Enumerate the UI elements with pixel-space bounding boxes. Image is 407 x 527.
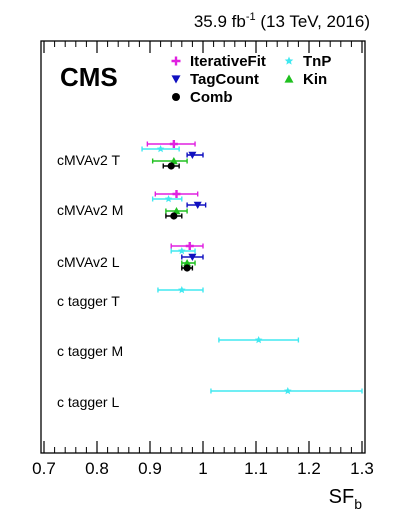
- plus-marker: [172, 190, 181, 198]
- data-points: [141, 140, 363, 395]
- category-label: c tagger L: [57, 394, 119, 410]
- legend-label: Comb: [190, 89, 233, 106]
- data-point-tnp: [210, 387, 363, 395]
- x-tick-label: 1.3: [350, 459, 374, 478]
- x-tick-label: 1.1: [244, 459, 268, 478]
- x-tick-label: 0.8: [85, 459, 109, 478]
- legend-entry: Kin: [284, 71, 327, 88]
- legend-label: Kin: [303, 71, 327, 88]
- legend-triangle-up-icon: [284, 74, 294, 83]
- legend-entry: TnP: [284, 53, 331, 70]
- lumi-value: 35.9 fb: [194, 12, 246, 31]
- category-label: cMVAv2 L: [57, 254, 120, 270]
- circle-marker: [170, 212, 178, 220]
- star-marker: [178, 247, 186, 255]
- category-label: cMVAv2 M: [57, 202, 123, 218]
- circle-marker: [167, 162, 175, 170]
- data-point-kin: [165, 207, 188, 215]
- data-point-tnp: [151, 195, 183, 203]
- triangle-up-marker: [172, 207, 181, 215]
- plus-marker: [185, 242, 194, 250]
- lumi-conditions: (13 TeV, 2016): [256, 12, 370, 31]
- data-point-tnp: [218, 336, 300, 344]
- star-marker: [284, 387, 292, 395]
- x-tick-label: 1: [198, 459, 207, 478]
- data-point-comb: [165, 212, 183, 220]
- triangle-up-marker: [169, 157, 178, 165]
- triangle-down-marker: [188, 253, 197, 261]
- data-point-iterativefit: [146, 140, 196, 148]
- x-axis-ticks: 0.7 0.8 0.9 1 1.1 1.2 1.3: [32, 41, 374, 478]
- circle-marker: [183, 264, 191, 272]
- x-tick-label: 1.2: [297, 459, 321, 478]
- legend-circle-icon: [172, 93, 180, 101]
- triangle-up-marker: [183, 259, 192, 267]
- x-tick-label: 0.9: [138, 459, 162, 478]
- legend-star-icon: [284, 56, 294, 65]
- data-point-tnp: [170, 247, 196, 255]
- data-point-comb: [181, 264, 194, 272]
- legend-plus-icon: [171, 56, 181, 66]
- data-point-tnp: [141, 145, 180, 153]
- cms-logo-text: CMS: [60, 62, 118, 92]
- x-axis-title-sub: b: [354, 496, 362, 512]
- data-point-iterativefit: [170, 242, 204, 250]
- data-point-tagcount: [186, 151, 204, 159]
- legend-triangle-down-icon: [171, 75, 181, 84]
- star-marker: [178, 286, 186, 294]
- data-point-kin: [151, 157, 188, 165]
- x-tick-label: 0.7: [32, 459, 56, 478]
- lumi-exponent: -1: [246, 11, 256, 23]
- legend: IterativeFit TnP TagCount Kin Comb: [171, 53, 331, 106]
- data-point-kin: [181, 259, 196, 267]
- data-point-tnp: [157, 286, 204, 294]
- star-marker: [164, 195, 173, 203]
- legend-entry: Comb: [172, 89, 233, 106]
- star-marker: [254, 336, 263, 344]
- x-axis-title-main: SF: [329, 486, 355, 508]
- plus-marker: [169, 140, 178, 148]
- legend-entry: TagCount: [171, 71, 259, 88]
- data-point-comb: [162, 162, 180, 170]
- data-point-tagcount: [186, 201, 207, 209]
- category-label: c tagger T: [57, 293, 120, 309]
- star-marker: [156, 145, 165, 153]
- legend-label: TnP: [303, 53, 331, 70]
- legend-entry: IterativeFit: [171, 53, 266, 70]
- category-label: c tagger M: [57, 343, 123, 359]
- category-label: cMVAv2 T: [57, 152, 120, 168]
- data-point-iterativefit: [154, 190, 199, 198]
- lumi-label: 35.9 fb-1 (13 TeV, 2016): [194, 11, 370, 31]
- legend-label: TagCount: [190, 71, 259, 88]
- triangle-down-marker: [188, 151, 197, 159]
- triangle-down-marker: [193, 201, 202, 209]
- legend-label: IterativeFit: [190, 53, 266, 70]
- category-labels: cMVAv2 T cMVAv2 M cMVAv2 L c tagger T c tagg…: [57, 152, 123, 410]
- data-point-tagcount: [181, 253, 204, 261]
- x-axis-title: SFb: [329, 486, 363, 512]
